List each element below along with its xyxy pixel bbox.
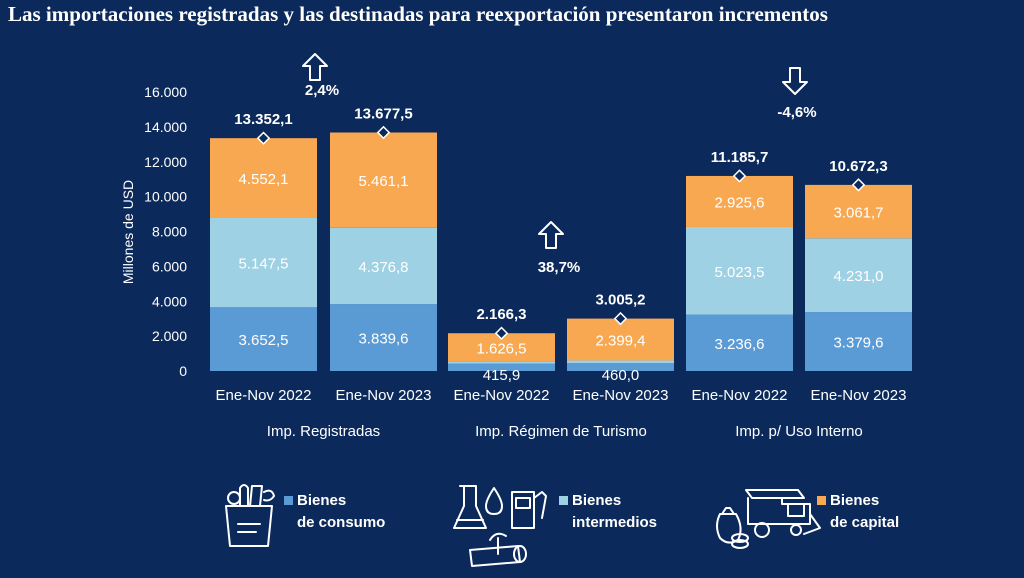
y-tick-label: 8.000	[152, 224, 187, 240]
legend-label: Bienes	[830, 492, 880, 509]
legend-swatch-consumo	[284, 496, 293, 505]
bar-segment-capital	[210, 138, 317, 218]
bar-segment-consumo	[210, 307, 317, 371]
data-label-intermedios: 4.376,8	[358, 259, 408, 276]
bar-segment-consumo	[686, 314, 793, 371]
data-label-consumo: 3.236,6	[714, 336, 764, 353]
bar-segment-capital	[805, 184, 912, 239]
bar-segment-intermedios	[330, 227, 437, 305]
arrow-up-icon	[302, 53, 328, 81]
x-tick-label: Ene-Nov 2022	[454, 387, 550, 404]
x-tick-label: Ene-Nov 2023	[336, 387, 432, 404]
data-label-consumo: 3.379,6	[833, 335, 883, 352]
change-label: 2,4%	[305, 82, 339, 99]
bar-segment-consumo	[805, 312, 912, 371]
harvester-icon	[716, 489, 821, 549]
legend-item-consumo: Bienes de consumo	[284, 490, 385, 534]
y-tick-label: 14.000	[144, 119, 187, 135]
y-tick-label: 10.000	[144, 189, 187, 205]
legend-label: de consumo	[297, 514, 386, 531]
y-tick-label: 12.000	[144, 154, 187, 170]
total-label: 13.352,1	[234, 111, 292, 128]
data-label-capital: 5.461,1	[358, 173, 408, 190]
data-label-capital: 1.626,5	[476, 340, 526, 357]
grocery-bag-icon	[225, 484, 275, 547]
legend-swatch-intermedios	[559, 496, 568, 505]
total-marker	[613, 311, 628, 326]
bar-segment-consumo	[567, 362, 674, 371]
total-label: 13.677,5	[354, 105, 412, 122]
change-label: 38,7%	[538, 259, 581, 276]
legend-label: Bienes	[297, 492, 347, 509]
total-marker	[376, 125, 391, 140]
y-tick-label: 0	[179, 363, 187, 379]
legend-swatch-capital	[817, 496, 826, 505]
group-label: Imp. Registradas	[267, 423, 380, 440]
legend-item-intermedios: Bienes intermedios	[559, 490, 657, 534]
total-label: 2.166,3	[476, 306, 526, 323]
bar-segment-capital	[686, 175, 793, 227]
group-label: Imp. p/ Uso Interno	[735, 423, 863, 440]
bar-segment-capital	[330, 132, 437, 228]
y-tick-label: 4.000	[152, 293, 187, 309]
bar-segment-intermedios	[567, 360, 674, 363]
data-label-intermedios: 5.023,5	[714, 264, 764, 281]
y-tick-label: 6.000	[152, 258, 187, 274]
total-marker	[851, 178, 866, 192]
y-axis-label: Millones de USD	[120, 180, 136, 284]
data-label-consumo: 3.652,5	[238, 332, 288, 349]
bar-segment-consumo	[448, 363, 555, 371]
x-tick-label: Ene-Nov 2022	[692, 387, 788, 404]
data-label-capital: 2.925,6	[714, 194, 764, 211]
y-tick-label: 2.000	[152, 328, 187, 344]
bar-segment-intermedios	[448, 361, 555, 364]
data-label-capital: 3.061,7	[833, 205, 883, 222]
x-tick-label: Ene-Nov 2023	[811, 387, 907, 404]
total-marker	[732, 169, 747, 183]
bar-segment-capital	[567, 318, 674, 361]
y-tick-label: 16.000	[144, 84, 187, 100]
total-marker	[494, 326, 509, 340]
total-label: 10.672,3	[829, 158, 887, 175]
group-label: Imp. Régimen de Turismo	[475, 423, 647, 440]
x-tick-label: Ene-Nov 2022	[216, 387, 312, 404]
arrow-up-icon	[538, 221, 564, 249]
legend-item-capital: Bienes de capital	[817, 490, 899, 534]
chemistry-fuel-icon	[453, 485, 547, 567]
legend-label: intermedios	[572, 514, 658, 531]
bar-segment-intermedios	[805, 238, 912, 313]
legend-label: de capital	[830, 514, 900, 531]
total-label: 3.005,2	[595, 292, 645, 309]
data-label-capital: 4.552,1	[238, 171, 288, 188]
data-label-consumo: 415,9	[483, 367, 521, 384]
data-label-consumo: 460,0	[602, 367, 640, 384]
arrow-down-icon	[782, 67, 808, 95]
data-label-intermedios: 4.231,0	[833, 268, 883, 285]
data-label-capital: 2.399,4	[595, 333, 645, 350]
bar-segment-consumo	[330, 304, 437, 371]
bar-segment-intermedios	[210, 217, 317, 308]
total-label: 11.185,7	[711, 149, 769, 166]
data-label-consumo: 3.839,6	[358, 331, 408, 348]
bar-segment-intermedios	[686, 226, 793, 315]
data-label-intermedios: 5.147,5	[238, 255, 288, 272]
change-label: -4,6%	[777, 104, 816, 121]
total-marker	[256, 131, 271, 145]
chart-title: Las importaciones registradas y las dest…	[8, 2, 828, 26]
x-tick-label: Ene-Nov 2023	[573, 387, 669, 404]
legend-label: Bienes	[572, 492, 622, 509]
